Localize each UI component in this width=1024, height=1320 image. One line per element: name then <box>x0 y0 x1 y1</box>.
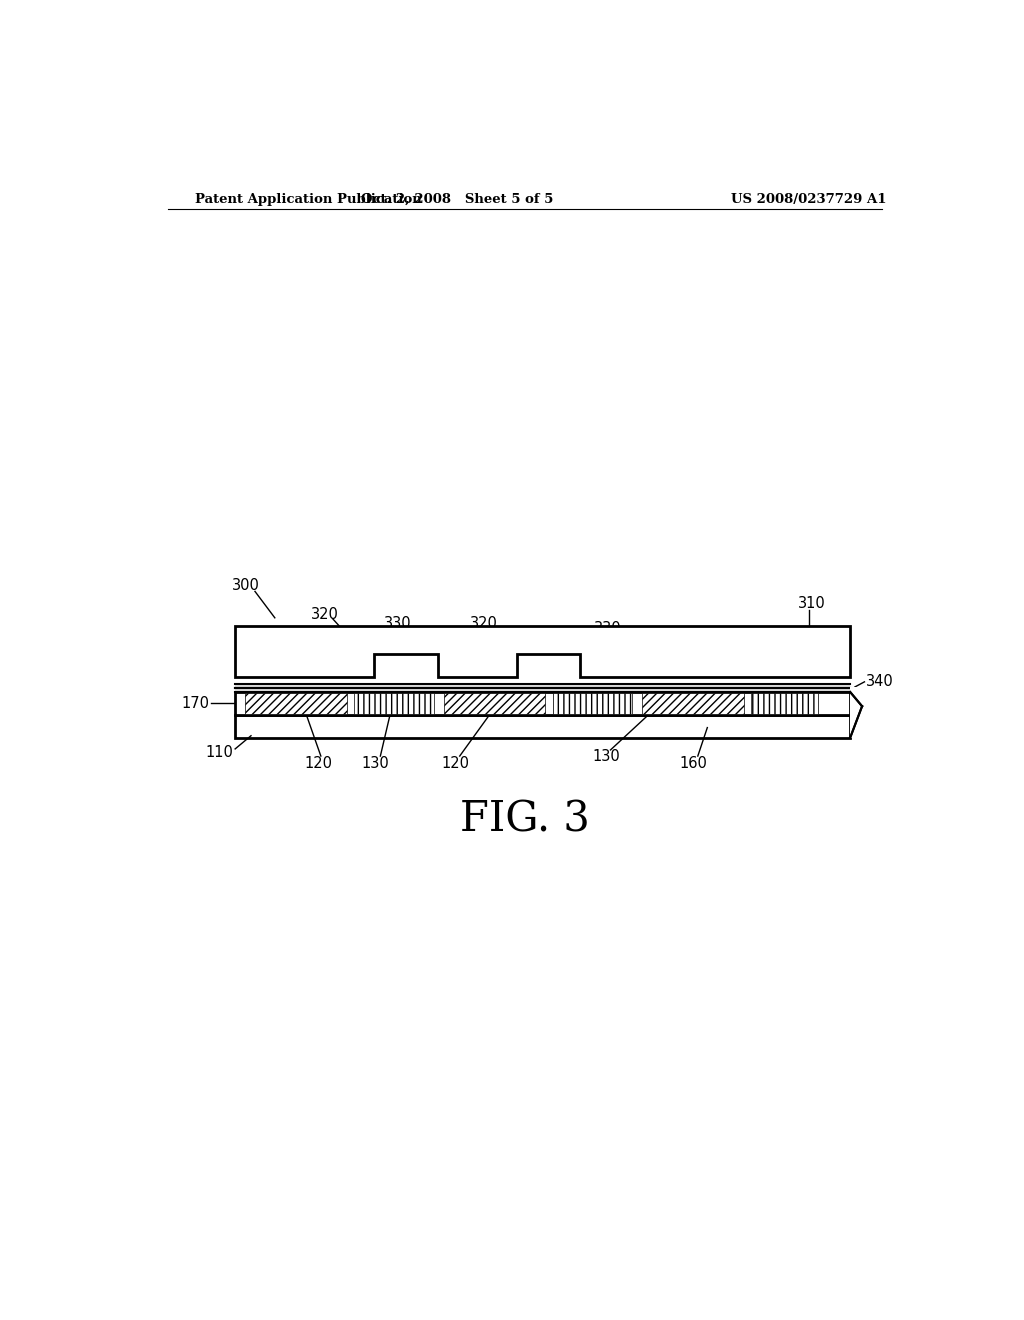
Text: 130: 130 <box>361 755 389 771</box>
Text: 330: 330 <box>594 622 622 636</box>
Bar <box>354 693 433 714</box>
Text: FIG. 3: FIG. 3 <box>460 799 590 840</box>
Bar <box>236 715 850 738</box>
Text: 340: 340 <box>866 675 894 689</box>
Text: 330: 330 <box>384 616 412 631</box>
Text: Oct. 2, 2008   Sheet 5 of 5: Oct. 2, 2008 Sheet 5 of 5 <box>361 193 554 206</box>
Polygon shape <box>236 626 850 677</box>
Text: 130: 130 <box>593 748 621 763</box>
Bar <box>751 693 818 714</box>
Polygon shape <box>850 686 866 738</box>
Bar <box>443 693 546 714</box>
Text: 320: 320 <box>311 607 339 622</box>
Text: US 2008/0237729 A1: US 2008/0237729 A1 <box>731 193 887 206</box>
Text: 110: 110 <box>206 746 233 760</box>
Text: 160: 160 <box>679 755 707 771</box>
Text: 120: 120 <box>441 755 469 771</box>
Bar <box>236 692 850 715</box>
Text: Patent Application Publication: Patent Application Publication <box>196 193 422 206</box>
Text: 300: 300 <box>231 578 259 593</box>
Bar <box>236 684 850 692</box>
Bar <box>246 693 347 714</box>
Text: 170: 170 <box>181 696 209 710</box>
Bar <box>553 693 632 714</box>
Text: 320: 320 <box>470 616 498 631</box>
Text: 310: 310 <box>799 597 826 611</box>
Text: 120: 120 <box>304 755 333 771</box>
Bar <box>642 693 743 714</box>
